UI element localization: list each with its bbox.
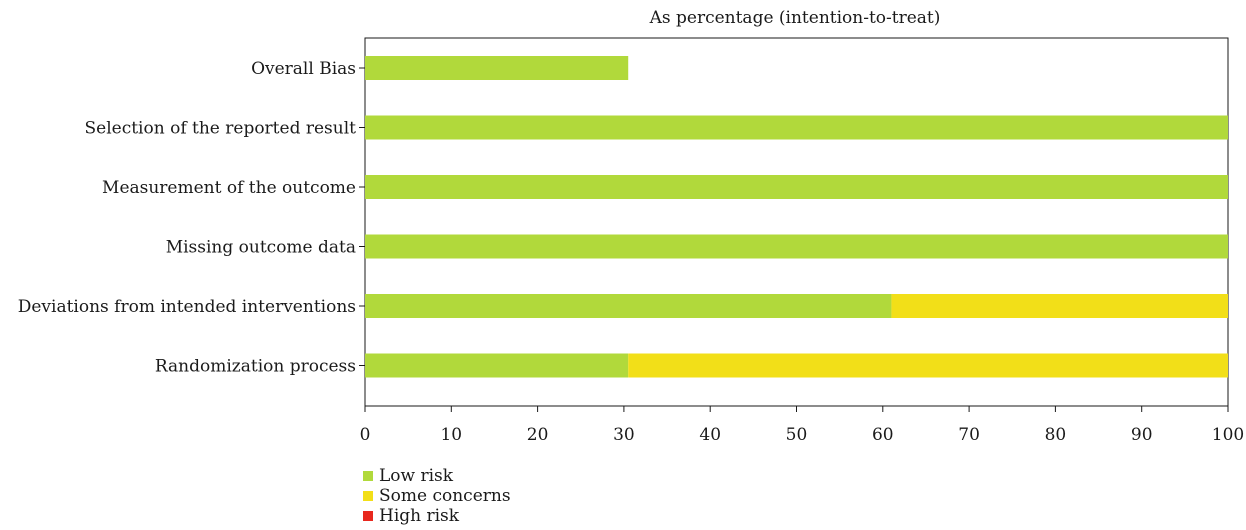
legend-item-high-risk: High risk [363,506,511,526]
legend-swatch [363,491,373,501]
legend-item-some-concerns: Some concerns [363,486,511,506]
x-tick-label: 0 [360,425,371,445]
bar-some-concerns-deviations-from-intended-interventions [891,294,1228,318]
legend-label: Some concerns [379,486,511,506]
y-tick-label: Measurement of the outcome [102,178,356,198]
bar-low-risk-missing-outcome-data [365,234,1228,259]
x-tick-label: 60 [872,425,894,445]
plot-frame [364,37,1229,407]
legend-swatch [363,471,373,481]
x-tick-label: 50 [786,425,808,445]
x-tick-label: 40 [699,425,721,445]
legend-label: Low risk [379,466,454,486]
x-tick-label: 30 [613,425,635,445]
bar-low-risk-deviations-from-intended-interventions [365,294,892,318]
x-tick-label: 100 [1212,425,1244,445]
legend: Low risk Some concerns High risk [363,466,511,526]
x-tick-label: 80 [1045,425,1067,445]
y-tick-label: Randomization process [155,357,356,377]
bar-low-risk-randomization-process [365,353,629,378]
y-tick-label: Selection of the reported result [85,119,357,139]
y-tick-label: Missing outcome data [166,238,356,258]
bar-some-concerns-randomization-process [628,353,1228,378]
bar-low-risk-selection-of-the-reported-result [365,115,1228,140]
legend-label: High risk [379,506,460,526]
x-tick-label: 20 [527,425,549,445]
bar-low-risk-overall-bias [365,56,629,80]
y-tick-label: Deviations from intended interventions [18,297,356,317]
x-tick-label: 70 [958,425,980,445]
legend-swatch [363,511,373,521]
chart-title: As percentage (intention-to-treat) [649,8,941,28]
legend-item-low-risk: Low risk [363,466,511,486]
x-tick-label: 90 [1131,425,1153,445]
x-tick-label: 10 [440,425,462,445]
bar-low-risk-measurement-of-the-outcome [365,175,1228,199]
y-tick-label: Overall Bias [251,59,356,79]
